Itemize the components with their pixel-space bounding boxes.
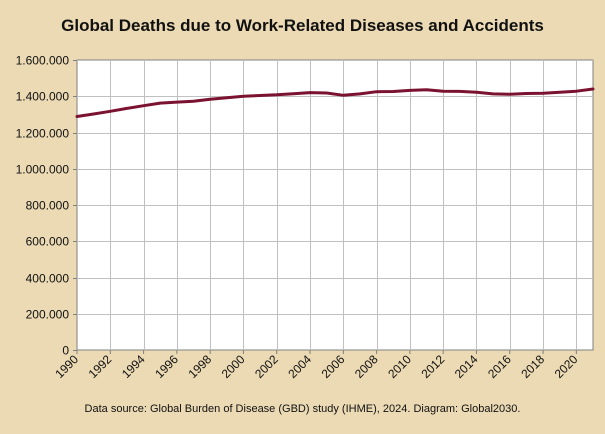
x-tick-label: 1992 (86, 352, 115, 381)
series-layer (75, 87, 595, 118)
y-tick-label: 400.000 (26, 272, 70, 286)
x-tick-label: 2016 (485, 352, 514, 381)
x-tick-label: 2012 (419, 352, 448, 381)
x-tick-label: 2002 (252, 352, 281, 381)
x-tick-label: 2008 (352, 352, 381, 381)
y-tick-label: 1.200.000 (16, 127, 70, 141)
x-tick-label: 2006 (319, 352, 348, 381)
y-tick-label: 200.000 (26, 308, 70, 322)
y-tick-label: 800.000 (26, 199, 70, 213)
x-tick-label: 1990 (52, 352, 81, 381)
x-tick-label: 2014 (452, 352, 481, 381)
data-source-note: Data source: Global Burden of Disease (G… (84, 403, 521, 415)
series-line (75, 87, 595, 118)
y-tick-label: 1.400.000 (16, 90, 70, 104)
x-tick-label: 2004 (285, 352, 314, 381)
y-tick-label: 0 (62, 344, 69, 358)
x-tick-label: 1996 (152, 352, 181, 381)
y-tick-label: 600.000 (26, 235, 70, 249)
x-tick-label: 2010 (385, 352, 414, 381)
chart-title: Global Deaths due to Work-Related Diseas… (61, 16, 544, 35)
x-tick-label: 1998 (186, 352, 215, 381)
y-tick-label: 1.600.000 (16, 54, 70, 68)
x-tick-label: 2020 (552, 352, 581, 381)
x-tick-label: 2000 (219, 352, 248, 381)
y-tick-label: 1.000.000 (16, 163, 70, 177)
x-tick-label: 1994 (119, 352, 148, 381)
grid-layer (76, 59, 594, 351)
x-tick-label: 2018 (518, 352, 547, 381)
